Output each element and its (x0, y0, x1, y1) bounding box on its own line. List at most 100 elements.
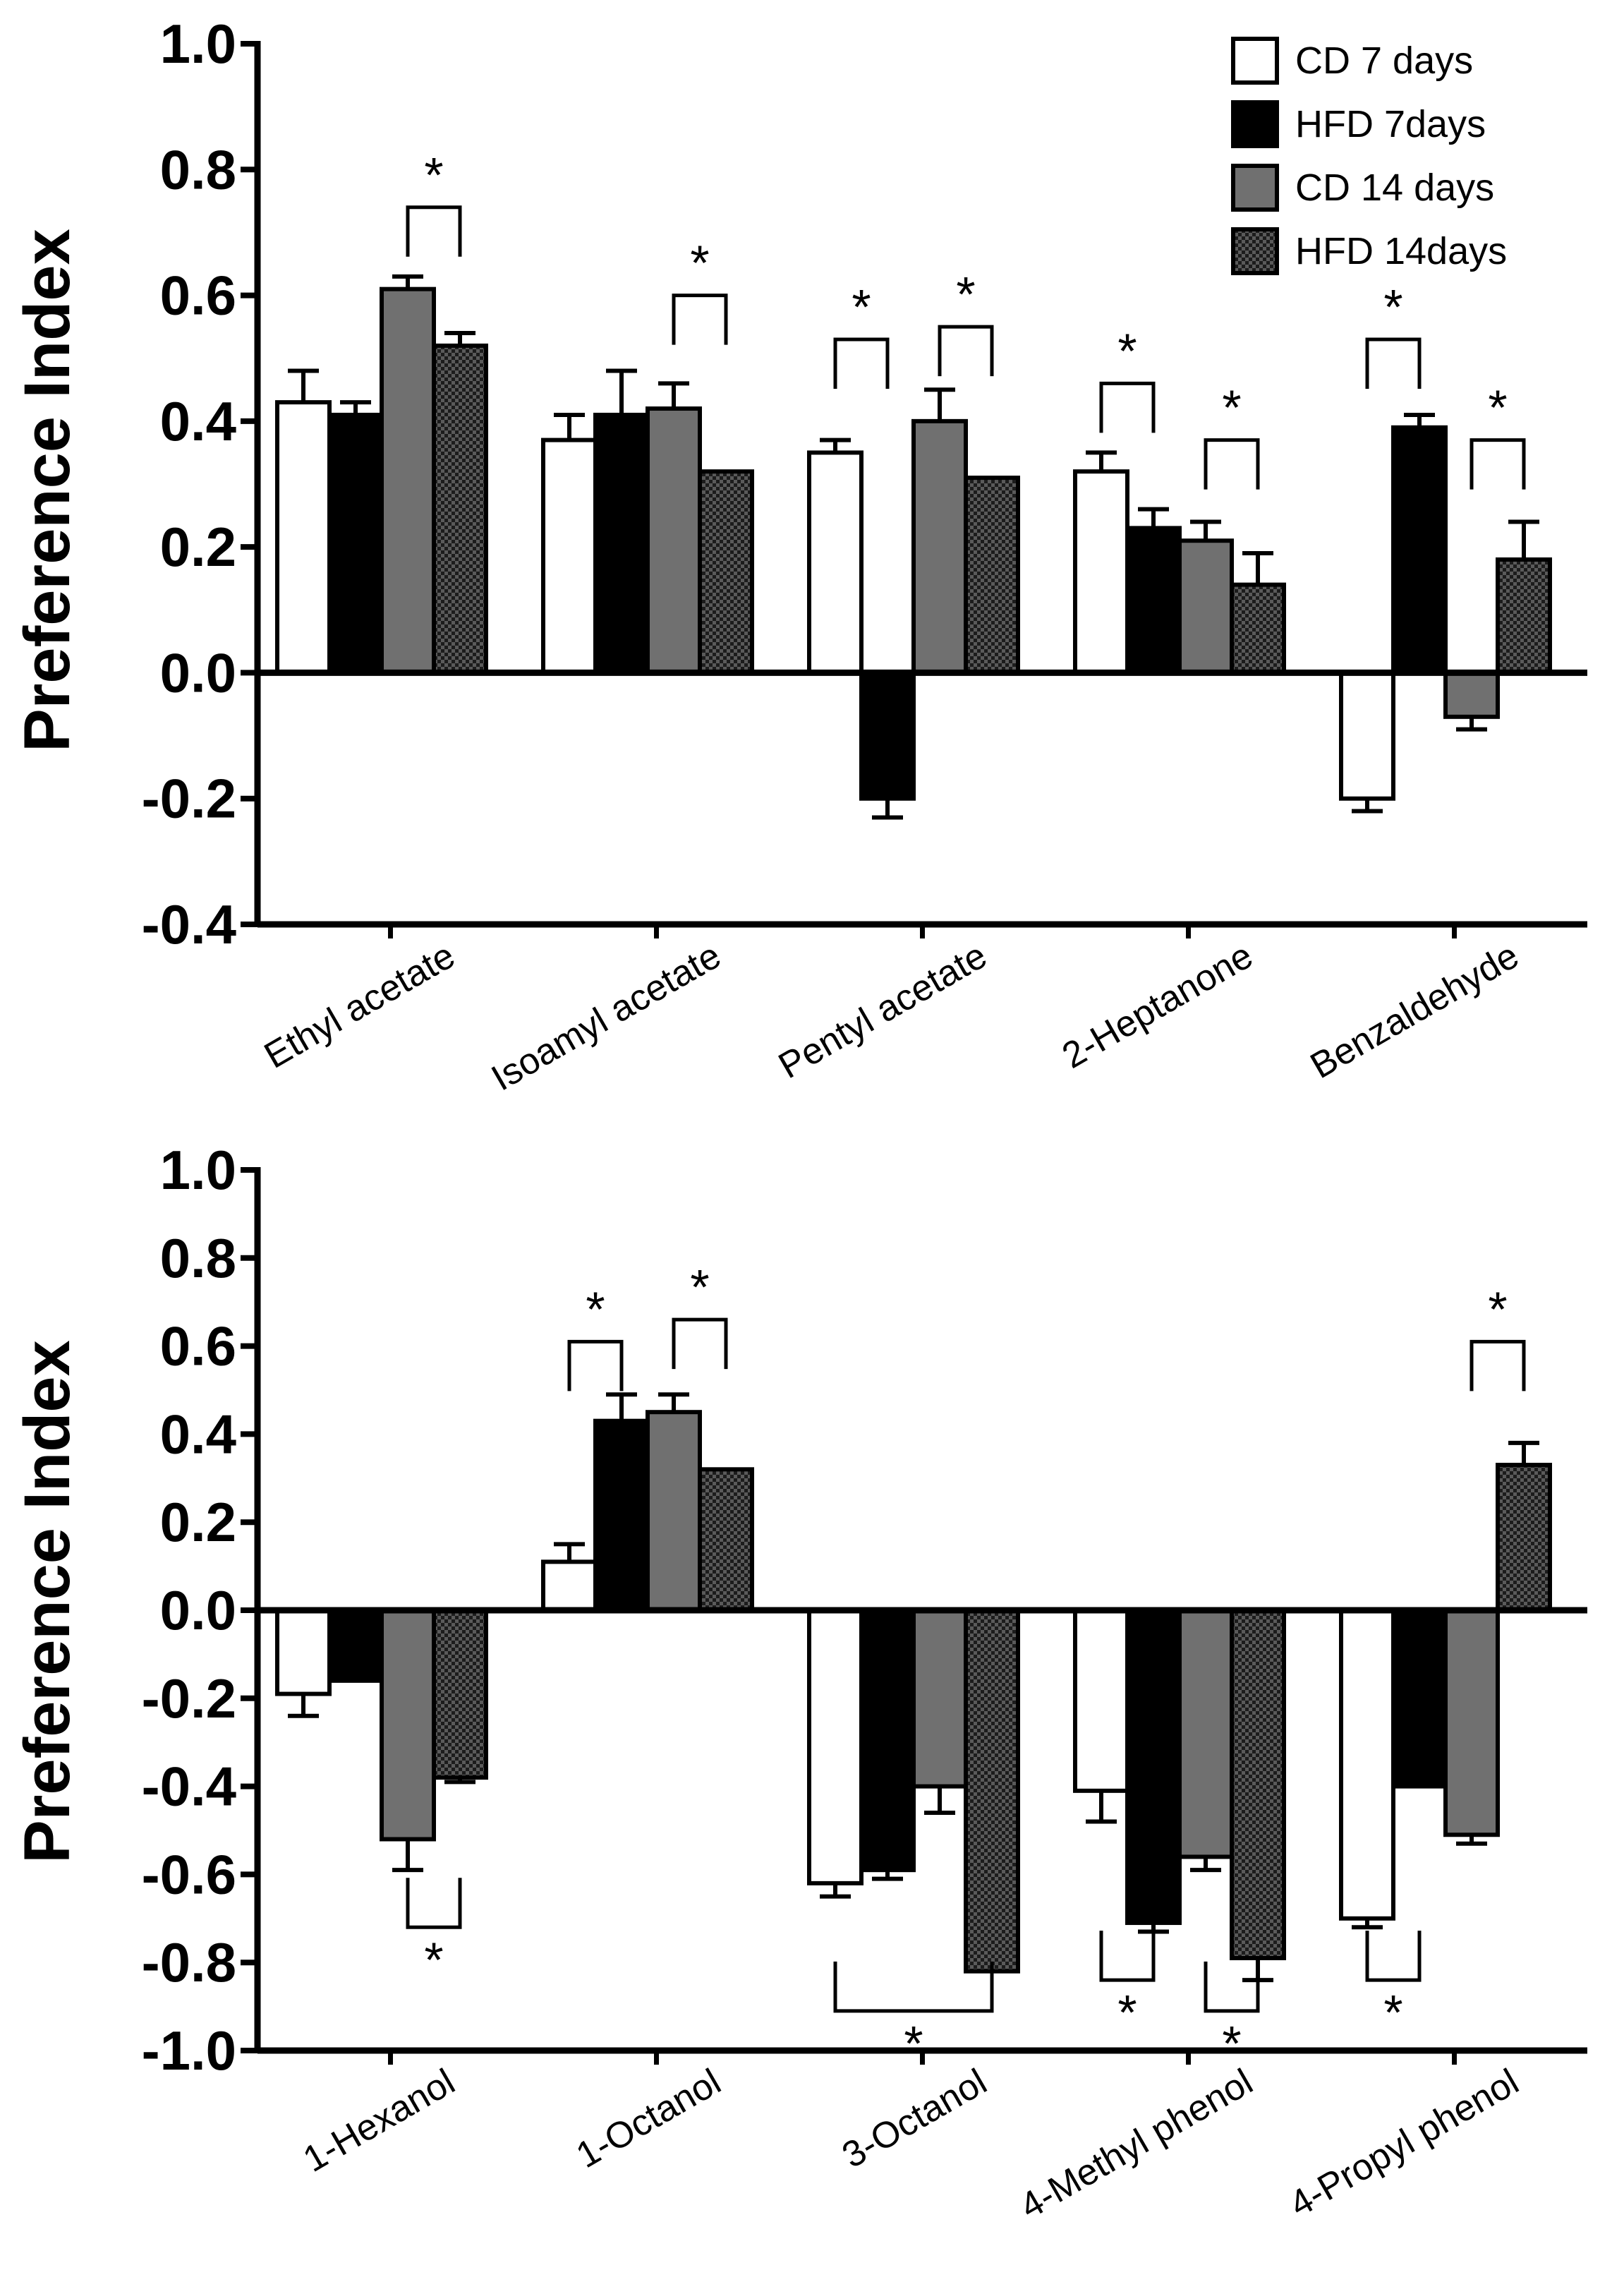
x-tick-label: 2-Heptanone (1055, 935, 1259, 1077)
y-tick-label: -0.2 (142, 1667, 236, 1729)
bar-cd-14-days (1443, 670, 1500, 719)
y-tick-label: 0.8 (160, 1227, 236, 1289)
bar-cd-14-days (646, 406, 702, 675)
y-tick-label: -0.4 (142, 1756, 236, 1818)
x-tick-label: 3-Octanol (835, 2061, 993, 2176)
significance-star: * (1117, 1985, 1137, 2040)
legend-entry-cd-7-days: CD 7 days (1231, 37, 1473, 85)
significance-bracket (1204, 438, 1260, 490)
legend-entry-hfd-7days: HFD 7days (1231, 100, 1486, 148)
bar-cd-7-days (1339, 670, 1395, 801)
significance-star: * (424, 147, 443, 203)
bar-hfd-7days (1125, 526, 1182, 675)
bar-hfd-14days (698, 1467, 754, 1613)
bar-cd-14-days (380, 1608, 436, 1842)
significance-bracket (938, 325, 994, 377)
y-tick-label: -0.8 (142, 1931, 236, 1993)
y-tick-label: 0.4 (160, 390, 236, 452)
bar-hfd-7days (1125, 1608, 1182, 1926)
bar-cd-7-days (275, 1608, 332, 1696)
significance-bracket (1099, 1931, 1156, 1982)
y-tick-label: 0.8 (160, 138, 236, 200)
bar-hfd-14days (964, 1608, 1020, 1974)
y-axis-label: Preference Index (11, 229, 83, 751)
bar-cd-7-days (541, 437, 598, 675)
chart-bottom: Preference Index 1.0 0.8 0.6 0.4 0.2 0.0 -0.2 -… (11, 1139, 1587, 2227)
bar-hfd-14days (964, 476, 1020, 675)
significance-bracket (1099, 381, 1156, 433)
y-tick-label: 0.0 (160, 641, 236, 704)
x-tick-label: Pentyl acetate (772, 935, 993, 1087)
significance-bracket (1204, 1961, 1260, 2013)
significance-star: * (1222, 380, 1241, 435)
bar-hfd-14days (1230, 582, 1286, 675)
bar-hfd-14days (698, 469, 754, 675)
significance-star: * (1222, 2016, 1241, 2071)
y-tick-label: -0.6 (142, 1843, 236, 1905)
bar-cd-14-days (1177, 1608, 1234, 1859)
x-tick-label: 1-Hexanol (296, 2061, 461, 2180)
bar-cd-7-days (807, 450, 863, 675)
significance-bracket (672, 294, 728, 345)
legend-swatch-hfd-14days (1231, 227, 1279, 275)
significance-bracket (406, 1878, 462, 1929)
bar-hfd-7days (859, 1608, 916, 1873)
legend-swatch-cd-7-days (1231, 37, 1279, 85)
significance-star: * (690, 236, 709, 291)
significance-star: * (586, 1281, 605, 1336)
bar-cd-7-days (1073, 469, 1129, 675)
x-tick-labels: Ethyl acetate Isoamyl acetate Pentyl aceta… (257, 935, 1525, 1099)
y-tick-labels: 1.0 0.8 0.6 0.4 0.2 0.0 -0.2 -0.4 (142, 13, 236, 955)
y-tick-label: 0.0 (160, 1579, 236, 1641)
significance-bracket (1365, 337, 1422, 389)
legend-entry-cd-14-days: CD 14 days (1231, 164, 1494, 212)
bar-cd-14-days (911, 418, 968, 675)
bar-cd-14-days (380, 286, 436, 675)
y-tick-label: 0.4 (160, 1403, 236, 1465)
significance-brackets: ******** (406, 147, 1526, 490)
y-tick-label: 0.6 (160, 1315, 236, 1377)
y-tick-labels: 1.0 0.8 0.6 0.4 0.2 0.0 -0.2 -0.4 -0.6 -0.8 -1.0 (142, 1139, 236, 2082)
significance-brackets: ******** (406, 1260, 1526, 2071)
y-tick-label: 1.0 (160, 13, 236, 75)
bar-hfd-7days (327, 1608, 384, 1683)
bars (275, 1392, 1552, 1983)
significance-bracket (1470, 438, 1526, 490)
significance-bracket (833, 1961, 994, 2013)
bar-cd-14-days (1443, 1608, 1500, 1837)
y-tick-label: -0.2 (142, 768, 236, 830)
bar-hfd-14days (1496, 1463, 1552, 1613)
legend-entry-hfd-14days: HFD 14days (1231, 227, 1507, 275)
bar-cd-7-days (807, 1608, 863, 1885)
significance-star: * (852, 279, 871, 334)
significance-bracket (406, 205, 462, 257)
bar-cd-7-days (1073, 1608, 1129, 1793)
legend-label: HFD 7days (1295, 103, 1486, 145)
bar-hfd-14days (432, 1608, 488, 1780)
bar-hfd-7days (859, 670, 916, 801)
legend-label: HFD 14days (1295, 230, 1507, 272)
bar-cd-14-days (911, 1608, 968, 1789)
significance-star: * (1488, 380, 1507, 435)
bar-hfd-7days (593, 412, 650, 675)
x-tick-label: Benzaldehyde (1304, 935, 1525, 1087)
y-tick-label: 0.2 (160, 516, 236, 578)
significance-star: * (1488, 1281, 1507, 1336)
y-tick-label: -1.0 (142, 2020, 236, 2082)
significance-bracket (1365, 1931, 1422, 1982)
y-tick-label: 0.6 (160, 265, 236, 327)
axes (241, 41, 1587, 938)
x-tick-label: 4-Propyl phenol (1283, 2061, 1525, 2225)
legend-swatch-cd-14-days (1231, 164, 1279, 212)
x-tick-label: Ethyl acetate (257, 935, 461, 1077)
y-tick-label: 1.0 (160, 1139, 236, 1201)
significance-star: * (1383, 279, 1402, 334)
legend-label: CD 14 days (1295, 167, 1494, 209)
significance-star: * (690, 1260, 709, 1315)
bar-cd-14-days (646, 1410, 702, 1612)
significance-bracket (833, 337, 890, 389)
bar-cd-7-days (275, 400, 332, 675)
bar-hfd-7days (593, 1418, 650, 1613)
bar-hfd-7days (1391, 425, 1448, 675)
